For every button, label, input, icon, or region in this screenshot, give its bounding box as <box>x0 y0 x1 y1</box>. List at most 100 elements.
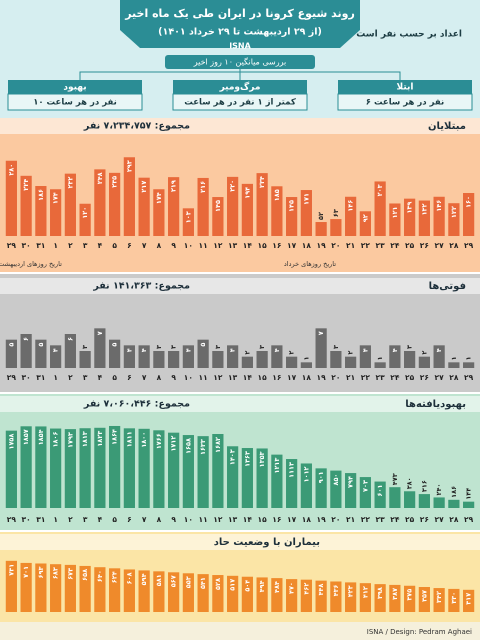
bar <box>330 219 342 236</box>
x-tick-label: ۱۳ <box>228 241 238 250</box>
x-tick-label: ۱۱ <box>199 241 208 250</box>
unit-note: اعداد بر حسب نفر است <box>356 30 462 40</box>
bar <box>153 430 165 508</box>
bar <box>345 356 357 368</box>
value-label: ۴ <box>273 348 281 352</box>
bar <box>345 196 357 236</box>
bar <box>359 211 371 236</box>
value-label: ۱۰۱۲ <box>302 466 310 482</box>
bar <box>182 345 194 368</box>
bar <box>79 351 91 368</box>
x-tick-label: ۲ <box>68 373 73 382</box>
bar <box>433 345 445 368</box>
x-tick-label: ۲۳ <box>376 241 386 250</box>
bar <box>330 581 342 612</box>
value-label: ۲۳۲ <box>66 177 74 189</box>
box-label: ابتلا <box>397 83 414 93</box>
value-label: ۱۴۵ <box>214 200 222 212</box>
x-tick-label: ۶ <box>127 515 132 524</box>
value-label: ۲۱۹ <box>170 180 178 192</box>
x-tick-label: ۲۷ <box>435 515 445 524</box>
x-tick-label: ۲ <box>68 241 73 250</box>
x-tick-label: ۲۶ <box>420 373 429 382</box>
title: روند شیوع کرونا در ایران طی یک ماه اخیر <box>124 7 355 20</box>
value-label: ۴ <box>391 348 399 352</box>
x-tick-label: ۳۱ <box>36 241 45 250</box>
box-body <box>7 93 143 111</box>
x-tick-label: ۱۸ <box>302 515 312 524</box>
x-tick-label: ۸ <box>157 373 162 382</box>
x-tick-label: ۲۹ <box>464 241 474 250</box>
bar <box>286 197 298 236</box>
value-label: ۲۰۳ <box>376 184 384 196</box>
x-tick-label: ۲۵ <box>405 241 415 250</box>
x-tick-label: ۲۱ <box>346 373 355 382</box>
x-tick-label: ۱۷ <box>287 373 297 382</box>
bar <box>153 571 165 612</box>
bar <box>168 572 180 612</box>
x-tick-label: ۲۰ <box>331 515 340 524</box>
bar <box>20 562 32 612</box>
bar <box>256 448 268 508</box>
x-tick-label: ۲۷ <box>435 373 445 382</box>
x-tick-label: ۲۹ <box>7 373 17 382</box>
bar <box>448 203 460 236</box>
summary-box <box>165 55 315 69</box>
x-tick-label: ۲۳ <box>376 373 386 382</box>
value-label: ۹۲ <box>361 214 369 222</box>
value-label: ۴ <box>184 348 192 352</box>
box-head <box>173 80 307 94</box>
value-label: ۶۴۰ <box>96 570 104 582</box>
bar <box>418 587 430 612</box>
value-label: ۵۱۷ <box>229 579 237 591</box>
x-tick-label: ۲۹ <box>464 515 474 524</box>
x-tick-label: ۲۵ <box>405 515 415 524</box>
x-tick-label: ۳۰ <box>22 373 31 382</box>
value-label: ۲۴۰ <box>435 484 443 496</box>
value-label: ۱۴۶ <box>347 200 355 212</box>
x-tick-label: ۷ <box>142 241 147 250</box>
bar <box>433 588 445 612</box>
bar <box>374 362 386 368</box>
x-tick-label: ۶ <box>127 241 132 250</box>
bar <box>389 345 401 368</box>
x-tick-label: ۲۰ <box>331 373 340 382</box>
value-label: ۷۳۱ <box>7 564 15 576</box>
value-label: ۴ <box>125 348 133 352</box>
x-tick-label: ۱۰ <box>184 515 193 524</box>
value-label: ۴۸۴ <box>273 581 281 593</box>
bar <box>138 345 150 368</box>
value-label: ۶۹۳ <box>37 566 45 578</box>
bar <box>212 197 224 236</box>
value-label: ۴ <box>229 348 237 352</box>
bar <box>94 328 106 368</box>
bar <box>330 351 342 368</box>
bar <box>241 448 253 508</box>
value-label: ۶۳ <box>332 209 340 217</box>
value-label: ۱ <box>465 356 473 360</box>
value-label: ۱۸۶۴ <box>111 429 119 445</box>
x-tick-label: ۲۴ <box>390 373 400 382</box>
bar <box>404 198 416 236</box>
value-label: ۶۷۳ <box>66 568 74 580</box>
chart-total: مجموع: ۷،۲۳۴،۷۵۷ نفر <box>83 121 190 132</box>
bar <box>5 560 17 612</box>
x-tick-label: ۱۷ <box>287 241 297 250</box>
x-tick-label: ۱۰ <box>184 373 193 382</box>
chart-total: مجموع: ۱۴۱،۳۶۳ نفر <box>92 281 190 292</box>
value-label: ۷۰۱ <box>22 566 30 578</box>
bar <box>35 186 47 236</box>
bar <box>345 473 357 508</box>
bar <box>256 351 268 368</box>
bar <box>5 430 17 508</box>
value-label: ۳ <box>155 345 163 349</box>
value-label: ۲۹۳ <box>125 160 133 172</box>
x-tick-label: ۱۶ <box>272 515 281 524</box>
bar <box>359 477 371 508</box>
value-label: ۳۸۷ <box>391 588 399 600</box>
box-body <box>337 93 473 111</box>
bar <box>197 574 209 612</box>
bar <box>153 189 165 236</box>
x-tick-label: ۵ <box>112 515 117 524</box>
